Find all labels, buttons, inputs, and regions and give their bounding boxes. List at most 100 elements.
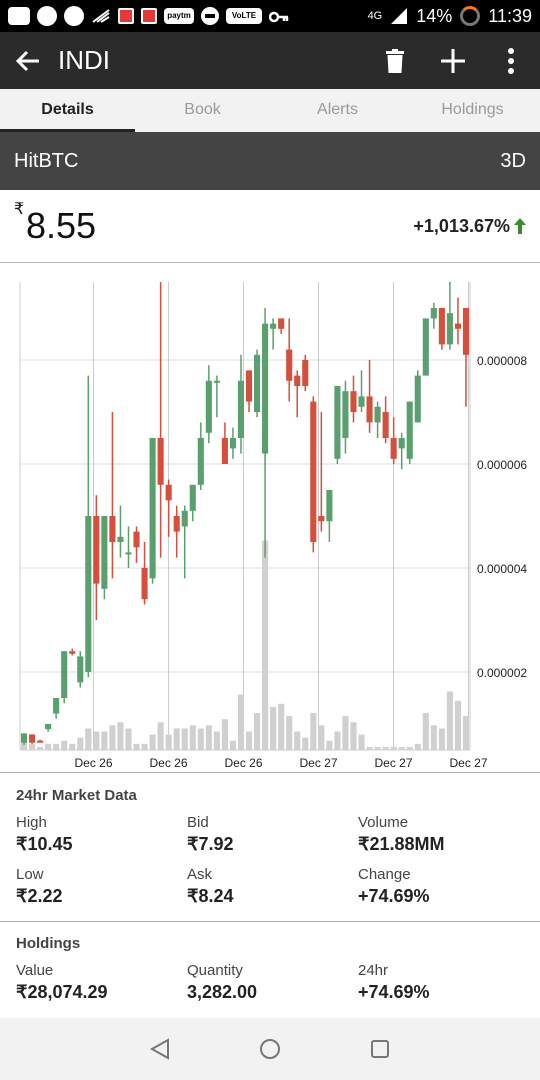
volume-bar xyxy=(20,740,28,750)
market-ask-value: ₹8.24 xyxy=(187,886,234,906)
volume-bar xyxy=(221,719,228,750)
price-chart[interactable]: Dec 26 Dec 26 Dec 26 Dec 27 Dec 27 Dec 27 0.0… xyxy=(0,270,540,772)
back-nav-icon[interactable] xyxy=(148,1037,172,1061)
volume-bar xyxy=(430,725,437,750)
market-high: High ₹10.45 xyxy=(16,814,187,856)
x-tick-label: Dec 27 xyxy=(299,756,337,770)
candle-body xyxy=(406,401,413,459)
volume-bar xyxy=(326,740,333,750)
holdings-24hr-amount: +74.69% xyxy=(358,982,430,1002)
exchange-name[interactable]: HitBTC xyxy=(14,149,79,172)
tab-alerts[interactable]: Alerts xyxy=(317,101,358,118)
volume-bar xyxy=(157,722,164,750)
candle-body xyxy=(245,370,253,402)
more-vert-icon[interactable] xyxy=(482,32,540,89)
status-bar: paytm VoLTE 4G 14% 11:39 xyxy=(0,0,540,32)
volte-icon: VoLTE xyxy=(226,8,262,24)
volume-bar xyxy=(237,694,245,750)
volume-bar xyxy=(270,706,277,750)
paytm-icon: paytm xyxy=(164,8,194,24)
holdings-quantity-amount: 3,282.00 xyxy=(187,982,258,1002)
home-nav-icon[interactable] xyxy=(258,1037,282,1061)
volume-bar xyxy=(278,703,285,750)
volume-bar xyxy=(302,737,309,750)
candle-body xyxy=(430,308,437,319)
candle-body xyxy=(69,651,76,654)
x-tick-label: Dec 27 xyxy=(449,756,487,770)
volume-bar xyxy=(101,731,108,750)
candle-body xyxy=(61,651,68,698)
tab-bar: Details Book Alerts Holdings xyxy=(0,89,540,132)
divider xyxy=(0,772,540,773)
volume-bar xyxy=(37,746,44,750)
tab-holdings[interactable]: Holdings xyxy=(441,101,504,118)
candle-body xyxy=(205,380,212,433)
volume-bar xyxy=(342,716,349,750)
candle-body xyxy=(286,349,293,381)
holdings-value: Value ₹28,074.29 xyxy=(16,962,187,1004)
candle-body xyxy=(422,318,429,376)
candle-body xyxy=(254,354,261,412)
candle-body xyxy=(398,438,405,449)
holdings-24hr: 24hr +74.69% xyxy=(358,962,529,1004)
candle-body xyxy=(125,552,132,555)
candle-body xyxy=(294,375,301,386)
back-arrow-icon[interactable] xyxy=(0,32,56,89)
market-low: Low ₹2.22 xyxy=(16,866,187,908)
exchange-bar[interactable]: HitBTC 3D xyxy=(0,132,540,190)
candle-body xyxy=(109,516,116,542)
candle-body xyxy=(237,380,245,438)
volume-bar xyxy=(382,746,389,750)
y-tick-label: 0.000008 xyxy=(477,354,527,368)
market-low-value: ₹2.22 xyxy=(16,886,63,906)
x-axis-labels: Dec 26 Dec 26 Dec 26 Dec 27 Dec 27 Dec 27 xyxy=(74,756,487,770)
holdings-section: Holdings Value ₹28,074.29 Quantity 3,282… xyxy=(0,935,540,1004)
time-range-selector[interactable]: 3D xyxy=(500,149,526,172)
candle-body xyxy=(334,386,341,459)
candle-body xyxy=(181,510,188,527)
volume-bar xyxy=(189,725,196,750)
candle-body xyxy=(133,531,140,548)
network-label: 4G xyxy=(367,10,383,22)
market-data-section: 24hr Market Data High ₹10.45 Bid ₹7.92 V… xyxy=(0,787,540,908)
candle-body xyxy=(358,396,365,407)
price-change-value: +1,013.67% xyxy=(413,215,510,236)
candle-body xyxy=(350,391,357,412)
y-tick-label: 0.000004 xyxy=(477,562,527,576)
price-change: +1,013.67% xyxy=(413,216,526,237)
candle-body xyxy=(93,516,100,584)
signal-icon xyxy=(390,7,408,25)
x-tick-label: Dec 26 xyxy=(74,756,112,770)
candle-body xyxy=(157,438,164,485)
volume-bar xyxy=(181,728,188,750)
tab-book[interactable]: Book xyxy=(184,101,221,118)
up-arrow-icon xyxy=(514,218,526,234)
battery-icon xyxy=(460,6,481,26)
volume-bar xyxy=(366,746,373,750)
volume-bar xyxy=(77,737,84,750)
candle-body xyxy=(270,323,277,329)
status-right: 4G 14% 11:39 xyxy=(368,6,532,27)
candlestick-chart-svg[interactable]: Dec 26 Dec 26 Dec 26 Dec 27 Dec 27 Dec 27 0.0… xyxy=(0,270,540,772)
volume-bar xyxy=(438,728,445,750)
volume-bar xyxy=(69,743,76,750)
plus-icon[interactable] xyxy=(424,32,482,89)
volume-bar xyxy=(286,716,293,750)
volume-bar xyxy=(374,746,381,750)
trash-icon[interactable] xyxy=(366,32,424,89)
candle-body xyxy=(326,490,333,522)
volume-bar xyxy=(141,743,148,750)
volume-bar xyxy=(197,728,204,750)
recents-nav-icon[interactable] xyxy=(368,1037,392,1061)
volume-bar xyxy=(358,734,365,750)
holdings-title: Holdings xyxy=(16,935,81,952)
volume-bar xyxy=(406,746,413,750)
market-ask: Ask ₹8.24 xyxy=(187,866,358,908)
market-bid: Bid ₹7.92 xyxy=(187,814,358,856)
system-nav-bar xyxy=(0,1018,540,1080)
candle-body xyxy=(197,438,204,485)
candle-body xyxy=(45,724,52,730)
tab-details[interactable]: Details xyxy=(0,89,135,132)
volume-bar xyxy=(93,731,100,750)
market-volume: Volume ₹21.88MM xyxy=(358,814,529,856)
